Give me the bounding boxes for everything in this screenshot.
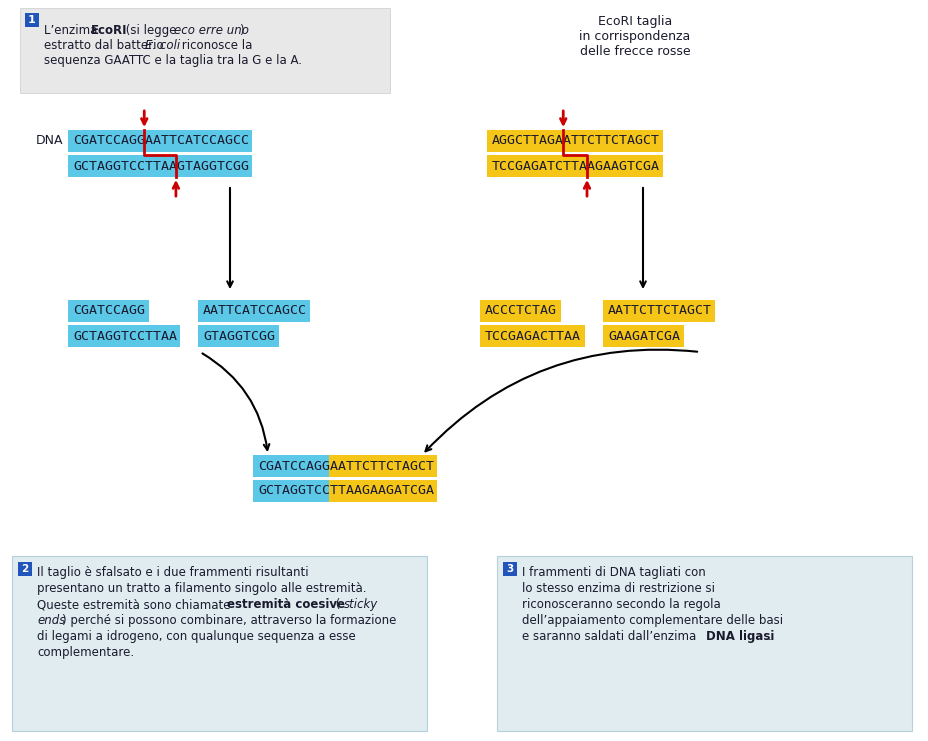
- Text: E. coli: E. coli: [145, 39, 180, 52]
- Text: 2: 2: [21, 564, 29, 574]
- Text: TCCGAGATCTTAAGAAGTCGA: TCCGAGATCTTAAGAAGTCGA: [492, 159, 659, 173]
- Text: GCTAGGTCCTTAAGAAGATCGA: GCTAGGTCCTTAAGAAGATCGA: [258, 485, 433, 497]
- Text: CGATCCAGGAATTCTTCTAGCT: CGATCCAGGAATTCTTCTAGCT: [258, 459, 433, 473]
- Bar: [68, 130, 251, 152]
- Bar: [68, 155, 251, 177]
- Text: delle frecce rosse: delle frecce rosse: [579, 45, 690, 58]
- Text: (: (: [331, 598, 340, 611]
- Bar: [496, 556, 911, 731]
- Text: estremità coesive: estremità coesive: [227, 598, 345, 611]
- Bar: [329, 480, 436, 502]
- Bar: [68, 300, 148, 322]
- Bar: [480, 325, 585, 347]
- Bar: [602, 300, 715, 322]
- Bar: [486, 155, 663, 177]
- Text: complementare.: complementare.: [37, 646, 134, 659]
- Bar: [502, 562, 517, 576]
- Text: CGATCCAGGAATTCATCCAGCC: CGATCCAGGAATTCATCCAGCC: [73, 135, 249, 147]
- Text: ): ): [238, 24, 243, 37]
- Text: I frammenti di DNA tagliati con: I frammenti di DNA tagliati con: [522, 566, 705, 579]
- Text: TCCGAGACTTAA: TCCGAGACTTAA: [484, 330, 580, 342]
- Bar: [602, 325, 683, 347]
- Text: .: .: [767, 630, 770, 643]
- Text: sticky: sticky: [343, 598, 378, 611]
- Text: CGATCCAGG: CGATCCAGG: [73, 305, 145, 317]
- Text: EcoRI taglia: EcoRI taglia: [598, 15, 671, 28]
- Text: riconosceranno secondo la regola: riconosceranno secondo la regola: [522, 598, 720, 611]
- Bar: [486, 130, 663, 152]
- Text: AATTCTTCTAGCT: AATTCTTCTAGCT: [607, 305, 711, 317]
- Text: 1: 1: [28, 15, 36, 25]
- Text: lo stesso enzima di restrizione si: lo stesso enzima di restrizione si: [522, 582, 715, 595]
- Bar: [12, 556, 427, 731]
- Bar: [198, 300, 310, 322]
- Text: ACCCTCTAG: ACCCTCTAG: [484, 305, 557, 317]
- Bar: [198, 325, 278, 347]
- Text: estratto dal batterio: estratto dal batterio: [44, 39, 167, 52]
- Text: di legami a idrogeno, con qualunque sequenza a esse: di legami a idrogeno, con qualunque sequ…: [37, 630, 355, 643]
- Text: ends: ends: [37, 614, 65, 627]
- Text: GCTAGGTCCTTAA: GCTAGGTCCTTAA: [73, 330, 177, 342]
- Bar: [18, 562, 32, 576]
- Text: Queste estremità sono chiamate: Queste estremità sono chiamate: [37, 598, 234, 611]
- Bar: [20, 8, 390, 93]
- Text: dell’appaiamento complementare delle basi: dell’appaiamento complementare delle bas…: [522, 614, 782, 627]
- Text: GCTAGGTCCTTAAGTAGGTCGG: GCTAGGTCCTTAAGTAGGTCGG: [73, 159, 249, 173]
- Bar: [252, 455, 329, 477]
- Text: riconosce la: riconosce la: [178, 39, 252, 52]
- Text: ) perché si possono combinare, attraverso la formazione: ) perché si possono combinare, attravers…: [61, 614, 395, 627]
- Text: DNA: DNA: [35, 135, 63, 147]
- Text: e saranno saldati dall’enzima: e saranno saldati dall’enzima: [522, 630, 699, 643]
- Text: sequenza GAATTC e la taglia tra la G e la A.: sequenza GAATTC e la taglia tra la G e l…: [44, 54, 302, 67]
- Text: (si legge: (si legge: [122, 24, 180, 37]
- Text: AATTCATCCAGCC: AATTCATCCAGCC: [203, 305, 306, 317]
- Bar: [252, 480, 329, 502]
- Bar: [480, 300, 561, 322]
- Text: DNA ligasi: DNA ligasi: [705, 630, 774, 643]
- Text: L’enzima: L’enzima: [44, 24, 101, 37]
- Text: Il taglio è sfalsato e i due frammenti risultanti: Il taglio è sfalsato e i due frammenti r…: [37, 566, 308, 579]
- Text: AGGCTTAGAATTCTTCTAGCT: AGGCTTAGAATTCTTCTAGCT: [492, 135, 659, 147]
- Bar: [68, 325, 180, 347]
- Text: presentano un tratto a filamento singolo alle estremità.: presentano un tratto a filamento singolo…: [37, 582, 367, 595]
- Text: GAAGATCGA: GAAGATCGA: [607, 330, 679, 342]
- Text: 3: 3: [506, 564, 513, 574]
- Text: in corrispondenza: in corrispondenza: [579, 30, 690, 43]
- Text: eco erre uno: eco erre uno: [174, 24, 249, 37]
- Bar: [25, 13, 39, 27]
- Text: EcoRI: EcoRI: [91, 24, 127, 37]
- Text: GTAGGTCGG: GTAGGTCGG: [203, 330, 275, 342]
- Bar: [329, 455, 436, 477]
